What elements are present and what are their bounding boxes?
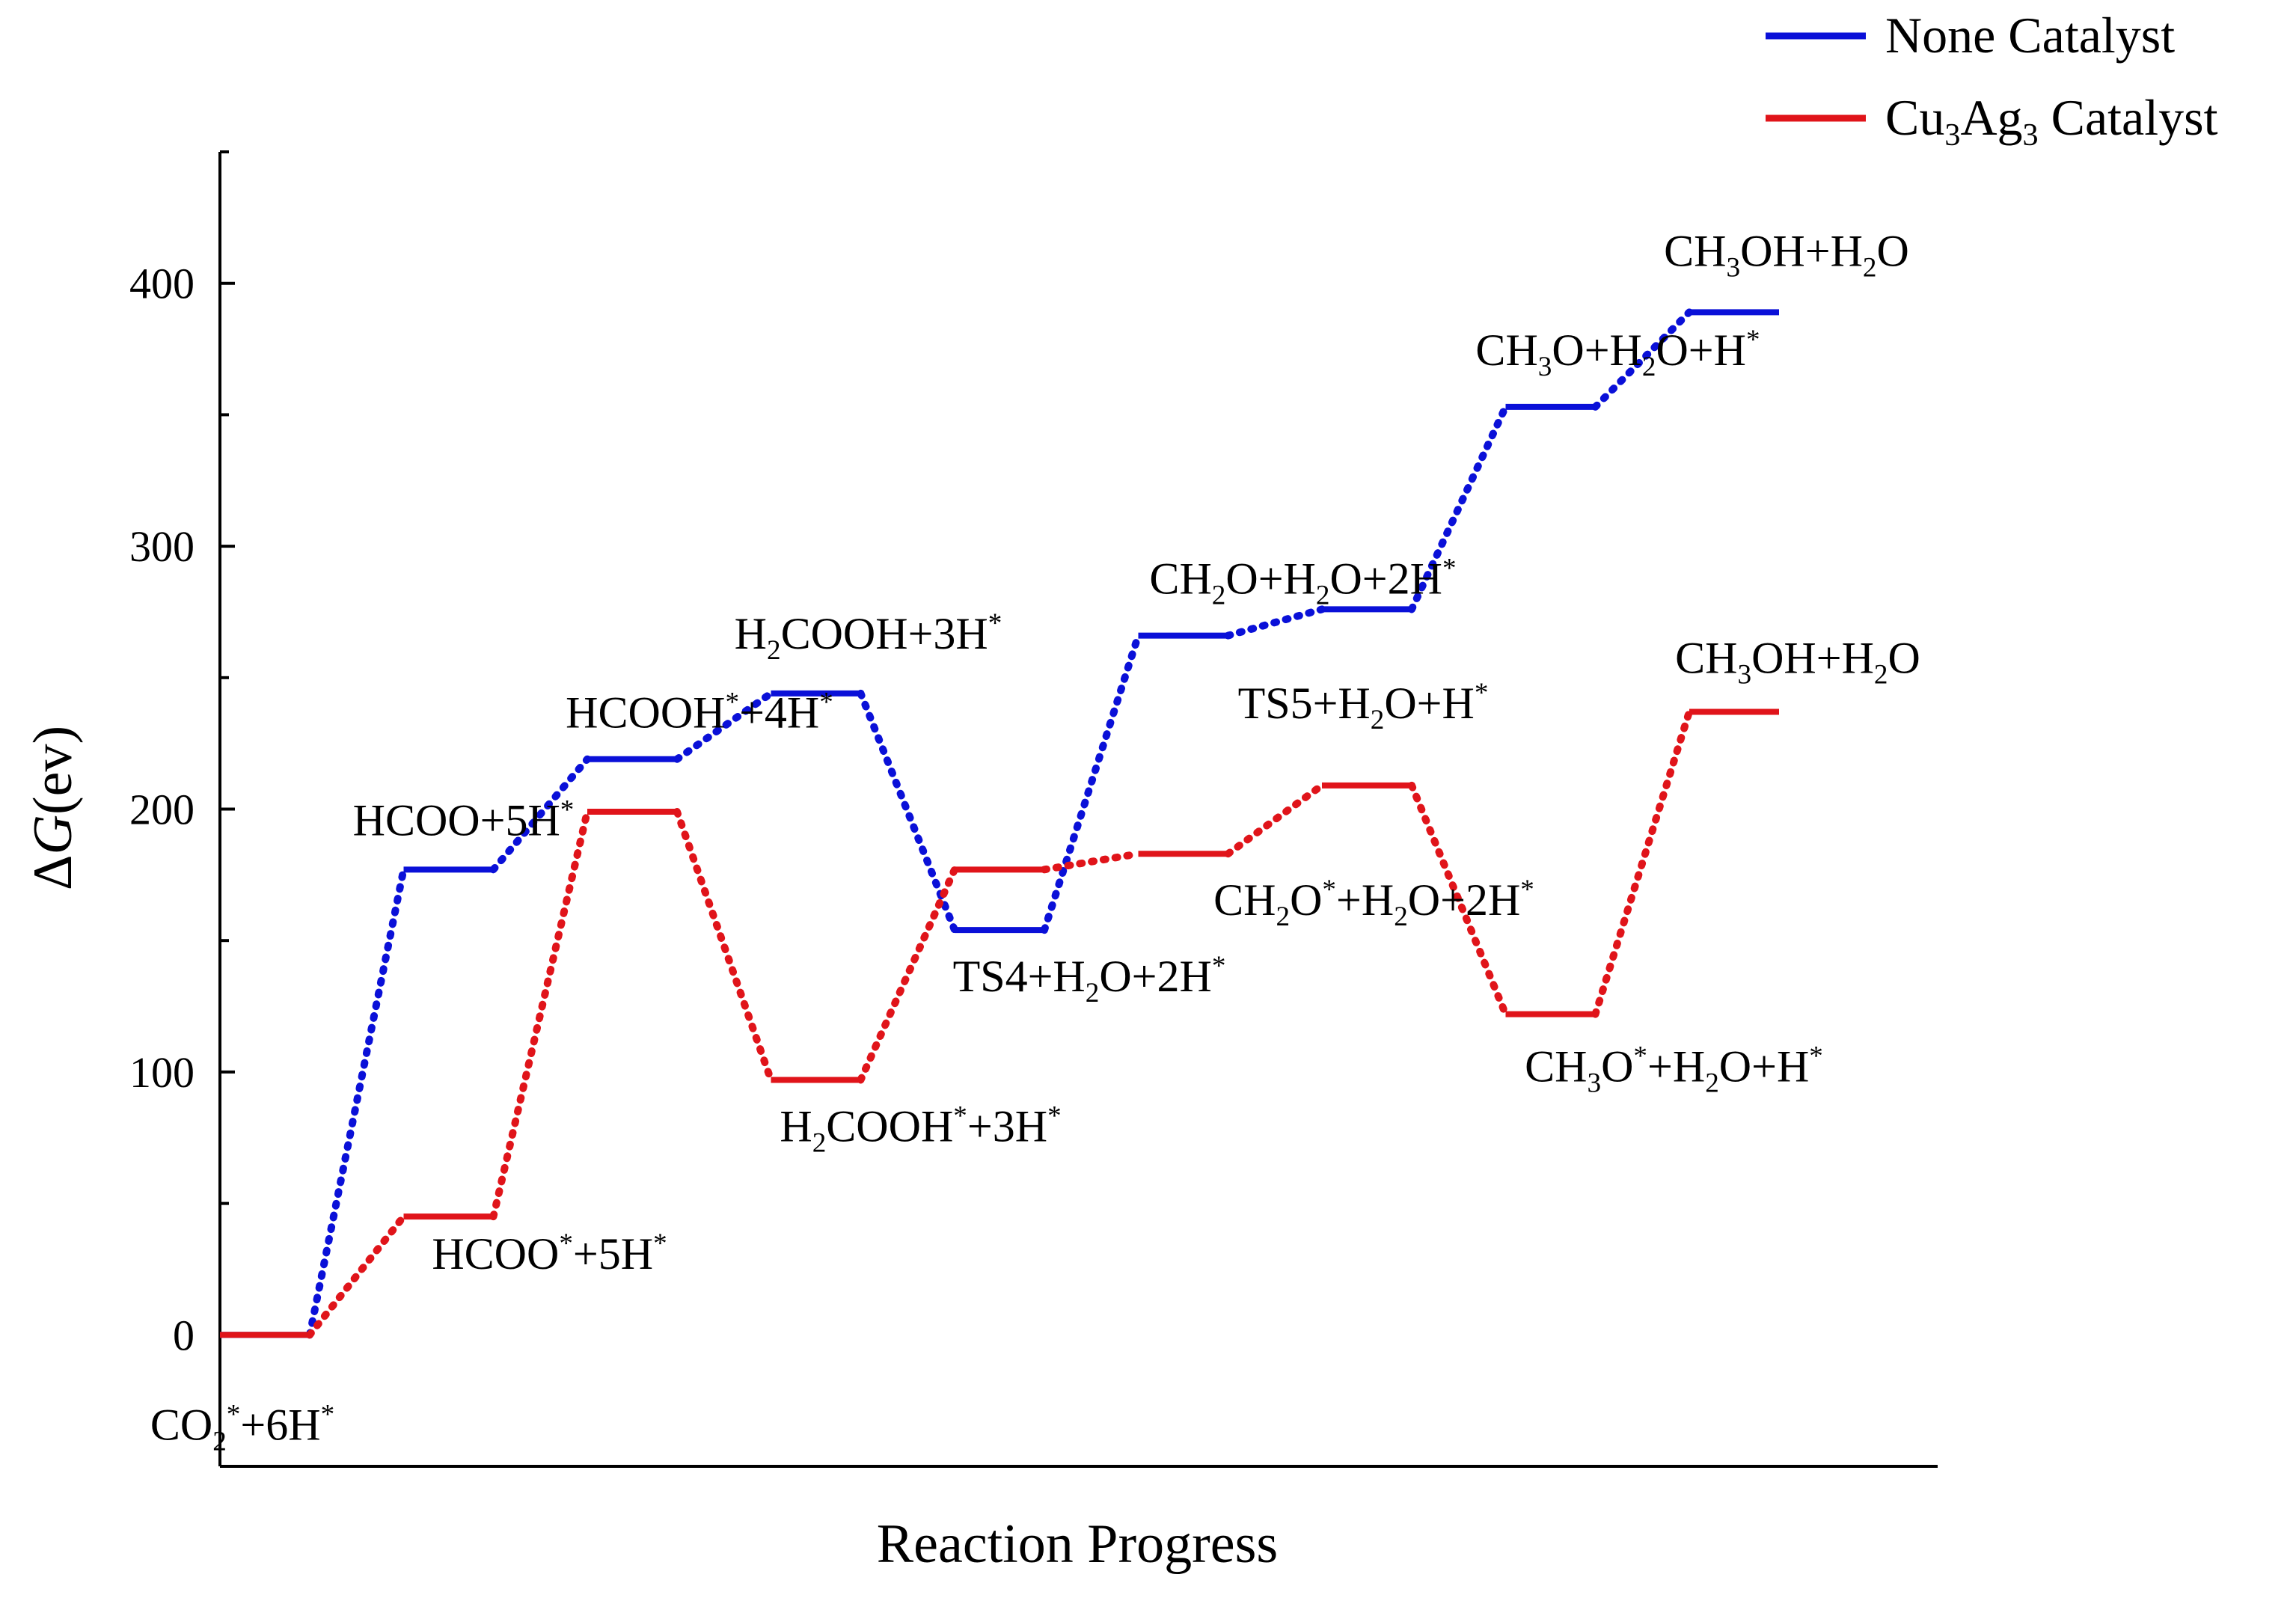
connector-line bbox=[1408, 781, 1510, 1018]
step-label: TS4+H2O+2H* bbox=[953, 951, 1226, 1008]
x-axis-title: Reaction Progress bbox=[877, 1513, 1278, 1575]
step-label: CH2O+H2O+2H* bbox=[1149, 554, 1456, 611]
legend-label: None Catalyst bbox=[1885, 7, 2175, 64]
step-label: CH2O*+H2O+2H* bbox=[1213, 875, 1534, 932]
connector-line bbox=[1041, 850, 1142, 874]
step-label: CH3O*+H2O+H* bbox=[1525, 1041, 1823, 1099]
step-label: CO2*+6H* bbox=[150, 1399, 334, 1457]
y-tick-label: 300 bbox=[129, 522, 195, 571]
connector-line bbox=[1224, 605, 1326, 640]
step-label: H2COOH*+3H* bbox=[780, 1100, 1061, 1158]
connector-line bbox=[489, 755, 591, 874]
step-label: HCOO*+5H* bbox=[432, 1228, 667, 1279]
step-label: CH3OH+H2O bbox=[1664, 226, 1909, 283]
connector-line bbox=[857, 866, 958, 1084]
connector-line bbox=[857, 689, 958, 934]
connector-line bbox=[1408, 402, 1510, 613]
y-tick-label: 100 bbox=[129, 1048, 195, 1097]
step-label: HCOO+5H* bbox=[353, 795, 575, 845]
connector-line bbox=[1591, 708, 1693, 1018]
connector-line bbox=[1591, 308, 1693, 411]
connector-line bbox=[673, 808, 775, 1084]
connector-line bbox=[306, 1213, 408, 1339]
connector-line bbox=[673, 689, 775, 763]
connector-line bbox=[1224, 781, 1326, 858]
legend-label: Cu3Ag3 Catalyst bbox=[1885, 89, 2218, 153]
connector-line bbox=[306, 866, 408, 1339]
step-labels: CO2*+6H* HCOO+5H* HCOO*+5H* HCOOH*+4H* H2COO… bbox=[150, 226, 1920, 1457]
step-label: CH3O+H2O+H* bbox=[1475, 325, 1760, 382]
step-label: HCOOH*+4H* bbox=[566, 688, 833, 738]
y-tick-label: 400 bbox=[129, 260, 195, 308]
step-label: TS5+H2O+H* bbox=[1238, 678, 1489, 735]
series-marks bbox=[220, 308, 1779, 1339]
step-label: CH3OH+H2O bbox=[1675, 633, 1920, 690]
y-tick-label: 0 bbox=[173, 1311, 195, 1359]
y-tick-label: 200 bbox=[129, 786, 195, 834]
series-cu3ag3-catalyst bbox=[220, 708, 1779, 1339]
step-label: H2COOH+3H* bbox=[735, 608, 1002, 666]
legend: None Catalyst Cu3Ag3 Catalyst bbox=[1766, 7, 2218, 153]
connector-line bbox=[1041, 631, 1142, 934]
connector-line bbox=[489, 808, 591, 1221]
axes: 0 100 200 300 400 bbox=[129, 150, 1938, 1468]
y-axis-title: ΔG(ev) bbox=[22, 726, 84, 890]
